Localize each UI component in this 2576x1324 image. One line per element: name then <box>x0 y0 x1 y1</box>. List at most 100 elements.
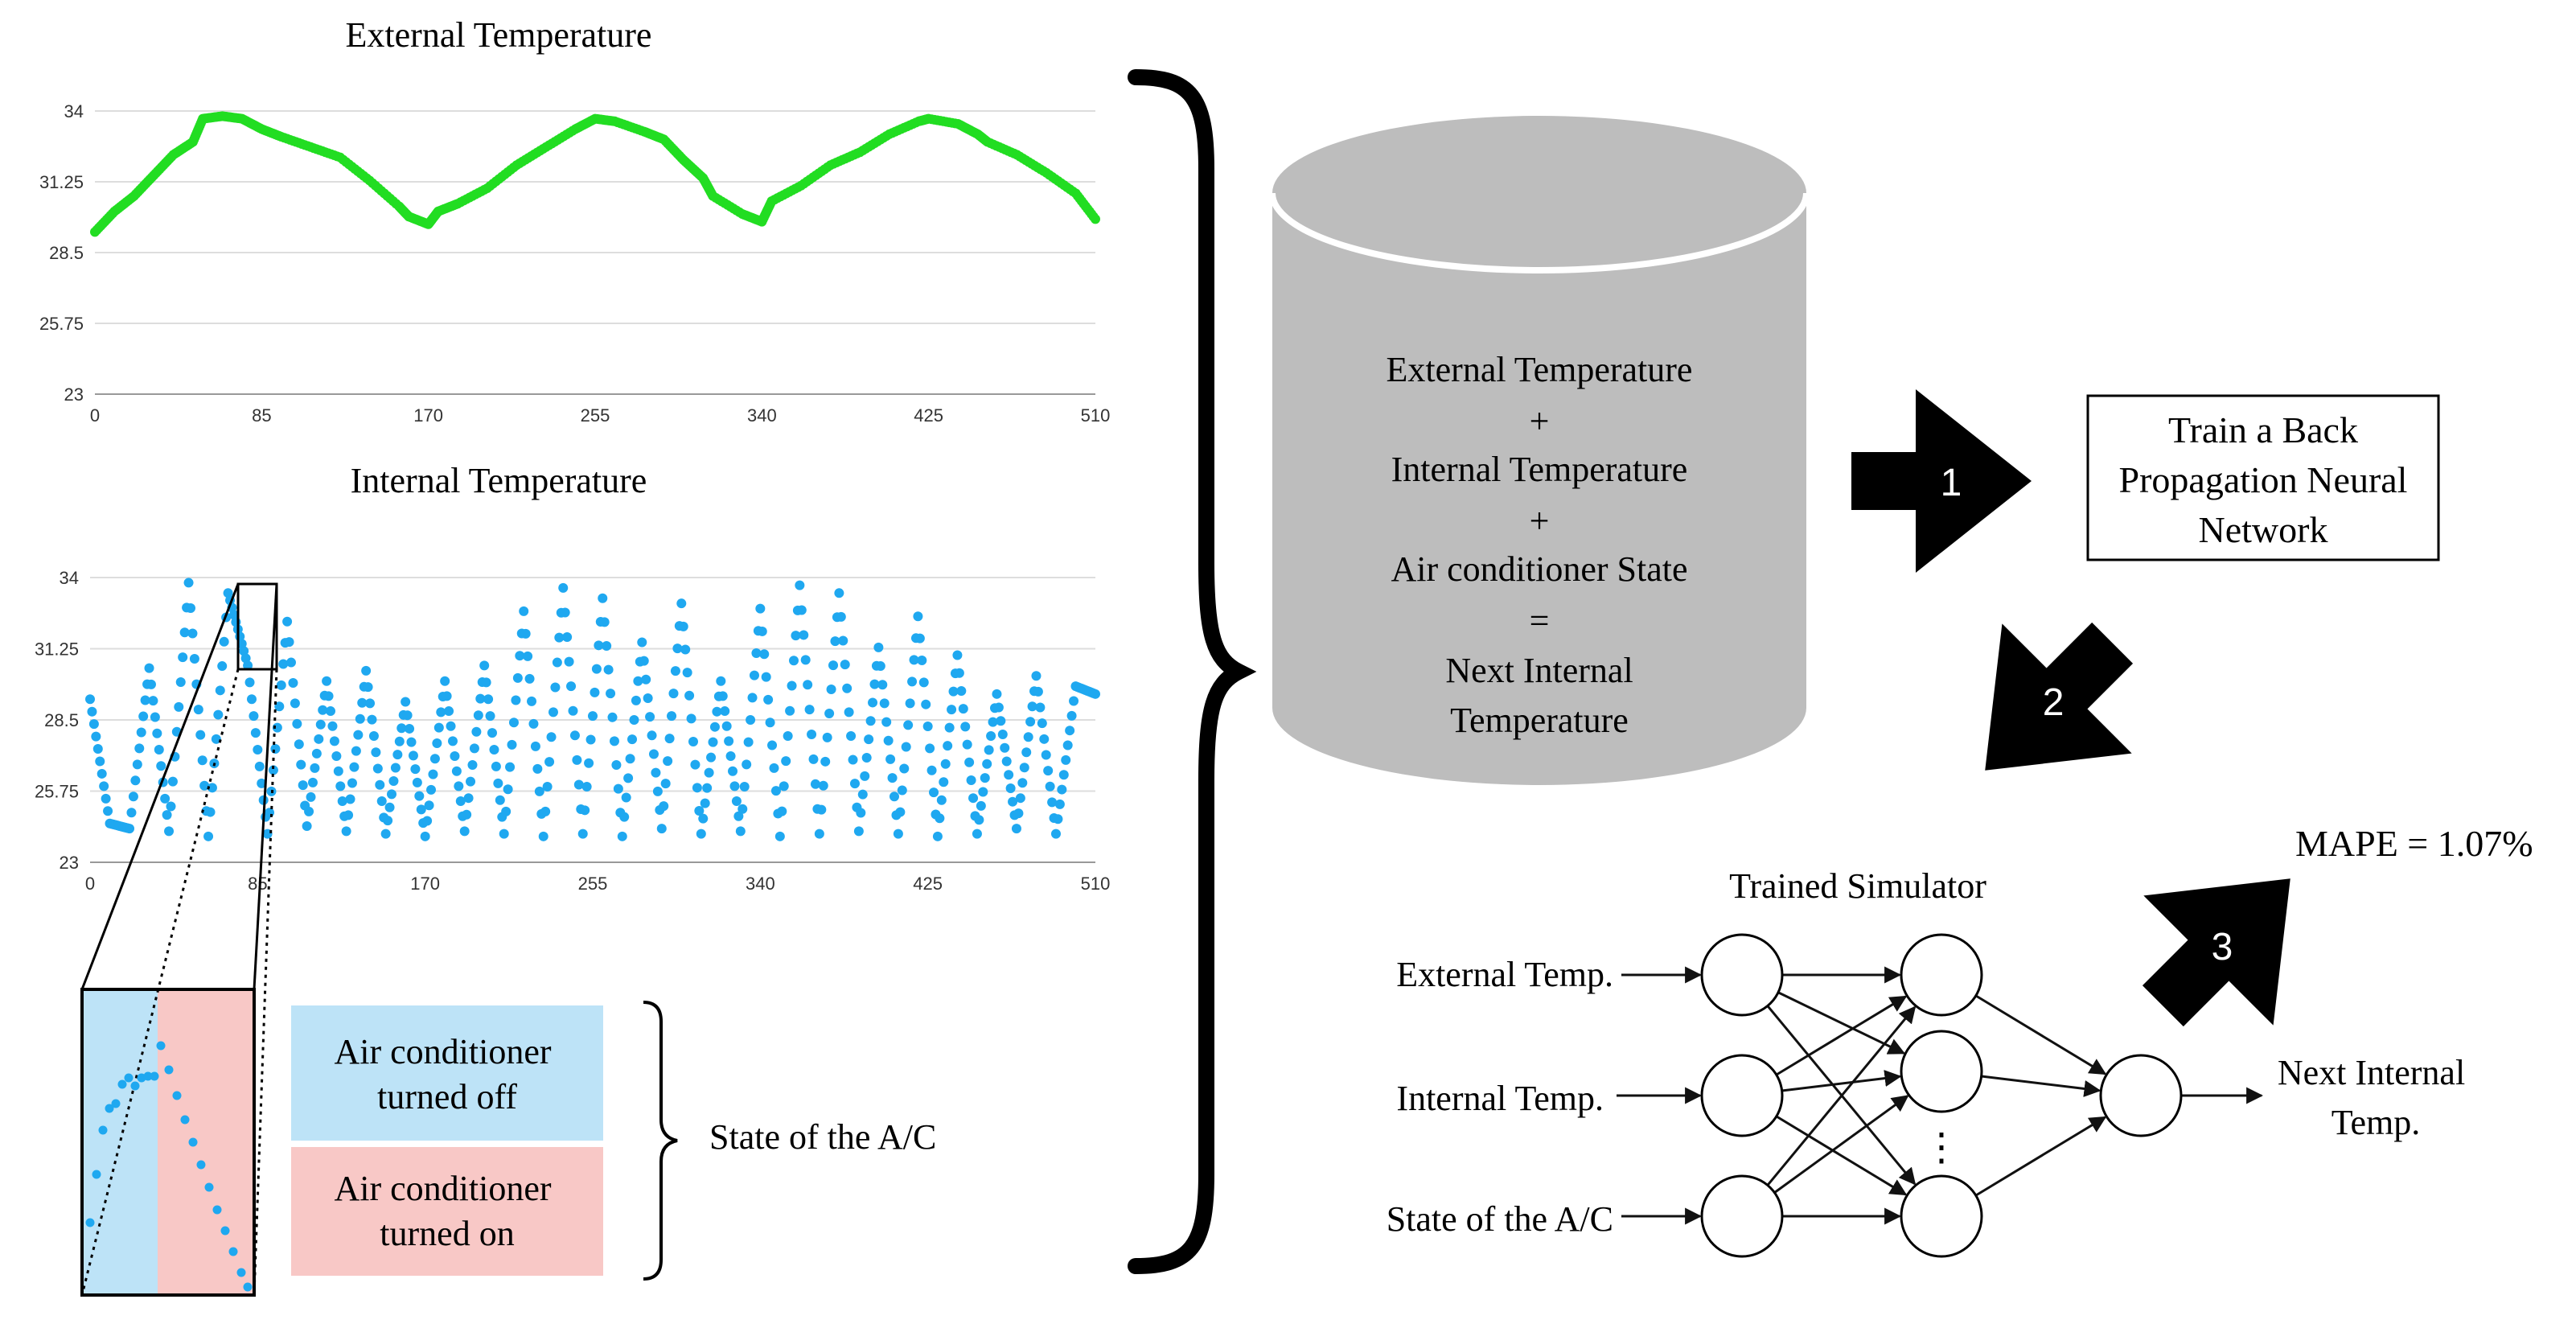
int-data-point <box>351 746 361 756</box>
int-data-point <box>746 715 756 725</box>
int-data-point <box>307 777 318 787</box>
int-data-point <box>820 756 831 767</box>
int-data-point <box>390 763 401 773</box>
int-data-point <box>972 829 982 839</box>
int-data-point <box>499 829 509 839</box>
int-data-point <box>495 795 505 805</box>
ext-x-tick-label: 0 <box>90 405 100 426</box>
int-data-point <box>905 698 915 709</box>
int-data-point <box>128 792 138 802</box>
int-data-point <box>365 698 376 709</box>
int-data-point <box>808 754 819 764</box>
inset-off-region <box>82 989 158 1295</box>
int-data-point <box>524 673 535 684</box>
int-data-point <box>527 696 537 706</box>
int-data-point <box>363 682 373 693</box>
int-data-point <box>406 737 417 747</box>
int-data-point <box>676 598 687 609</box>
int-data-point <box>1066 710 1077 721</box>
legend-on-label: Air conditioner turned on <box>334 1169 560 1253</box>
int-data-point <box>528 718 539 729</box>
input-hidden-connection <box>1773 1095 1909 1194</box>
int-data-point <box>240 653 251 664</box>
int-data-point <box>326 706 336 717</box>
int-data-point <box>447 736 458 746</box>
int-data-point <box>914 633 925 643</box>
int-data-point <box>459 826 470 837</box>
int-data-point <box>678 621 688 631</box>
int-data-point <box>162 810 172 820</box>
network-connections <box>1617 966 2264 1225</box>
int-data-point <box>412 777 422 787</box>
int-data-point <box>507 739 517 750</box>
int-data-point <box>265 808 275 818</box>
int-data-point <box>92 744 103 755</box>
int-data-point <box>274 701 285 712</box>
int-data-point <box>148 696 158 706</box>
int-data-point <box>974 815 984 825</box>
hidden-output-connection <box>1975 994 2107 1075</box>
int-data-point <box>864 734 874 745</box>
int-data-point <box>668 689 679 699</box>
int-data-point <box>838 635 848 646</box>
step-2-label: 2 <box>2043 681 2064 724</box>
int-data-point <box>770 786 781 796</box>
int-data-point <box>659 801 669 812</box>
int-data-point <box>913 611 923 622</box>
int-data-point <box>371 747 381 758</box>
int-data-point <box>848 755 858 765</box>
int-data-point <box>988 717 998 727</box>
int-x-tick-label: 85 <box>248 874 267 894</box>
int-data-point <box>512 672 523 683</box>
int-data-point <box>420 831 430 841</box>
int-data-point <box>816 804 827 815</box>
int-data-point <box>698 813 709 824</box>
int-data-point <box>656 824 667 834</box>
int-data-point <box>763 694 774 705</box>
int-data-point <box>1021 747 1032 758</box>
int-data-point <box>475 693 486 704</box>
int-data-point <box>633 676 643 686</box>
int-data-point <box>889 792 899 802</box>
int-data-point <box>197 755 207 766</box>
int-data-point <box>558 582 569 593</box>
int-data-point <box>95 756 105 767</box>
int-data-point <box>881 717 892 727</box>
int-data-point <box>1043 766 1054 776</box>
inset-data-point <box>212 1205 222 1215</box>
int-data-point <box>440 676 450 686</box>
int-data-point <box>573 779 584 790</box>
int-data-point <box>621 792 631 803</box>
int-data-point <box>560 607 570 618</box>
int-data-point <box>519 606 529 616</box>
database-plus-2: + <box>1530 501 1550 541</box>
int-data-point <box>446 721 456 731</box>
int-data-point <box>968 793 979 804</box>
int-data-point <box>755 603 766 614</box>
int-y-tick-label: 28.5 <box>44 710 79 730</box>
int-data-point <box>747 693 758 703</box>
int-data-point <box>944 722 955 733</box>
int-data-point <box>195 730 206 740</box>
int-data-point <box>236 639 247 649</box>
int-data-point <box>416 804 426 815</box>
int-data-point <box>783 730 793 741</box>
output-neuron <box>2099 1054 2183 1137</box>
int-data-point <box>394 736 405 746</box>
int-x-tick-label: 340 <box>746 874 775 894</box>
input-neuron-3 <box>1700 1174 1784 1258</box>
step-1-arrow: 1 <box>1851 389 2032 573</box>
external-chart-points <box>90 111 1100 237</box>
int-data-point <box>759 649 770 660</box>
int-data-point <box>706 752 717 763</box>
int-data-point <box>591 664 602 674</box>
int-data-point <box>126 808 137 818</box>
int-data-point <box>769 763 779 773</box>
int-data-point <box>483 694 494 705</box>
int-data-point <box>652 786 663 796</box>
int-data-point <box>164 826 175 837</box>
int-data-point <box>976 800 986 811</box>
int-data-point <box>199 780 210 791</box>
legend-off-label: Air conditioner turned off <box>334 1032 560 1116</box>
int-data-point <box>986 730 996 741</box>
